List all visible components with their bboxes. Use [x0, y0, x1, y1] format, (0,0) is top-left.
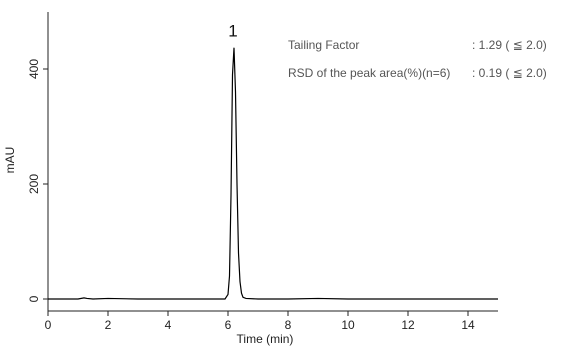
x-tick-label: 8: [285, 318, 292, 332]
x-tick-label: 6: [225, 318, 232, 332]
peak-label: 1: [228, 22, 237, 41]
annotation-block: Tailing Factor : 1.29 ( ≦ 2.0) RSD of th…: [288, 38, 547, 80]
x-tick-label: 2: [105, 318, 112, 332]
peak-labels: 1: [228, 22, 237, 41]
x-tick-label: 10: [341, 318, 355, 332]
tailing-factor-label: Tailing Factor: [288, 38, 359, 52]
x-axis-ticks: 0 2 4 6 8 10 12 14: [45, 311, 475, 332]
rsd-label: RSD of the peak area(%)(n=6): [288, 66, 450, 80]
x-tick-label: 12: [401, 318, 415, 332]
y-tick-label: 400: [27, 59, 41, 79]
x-axis-title: Time (min): [237, 332, 294, 346]
x-tick-label: 0: [45, 318, 52, 332]
y-axis-title: mAU: [3, 147, 17, 174]
y-tick-label: 200: [27, 174, 41, 194]
y-axis-ticks: 0 200 400: [27, 59, 48, 302]
x-tick-label: 4: [165, 318, 172, 332]
rsd-value: : 0.19 ( ≦ 2.0): [472, 66, 547, 80]
y-tick-label: 0: [27, 295, 41, 302]
tailing-factor-value: : 1.29 ( ≦ 2.0): [472, 38, 547, 52]
x-tick-label: 14: [461, 318, 475, 332]
chromatogram-trace: [48, 47, 498, 300]
